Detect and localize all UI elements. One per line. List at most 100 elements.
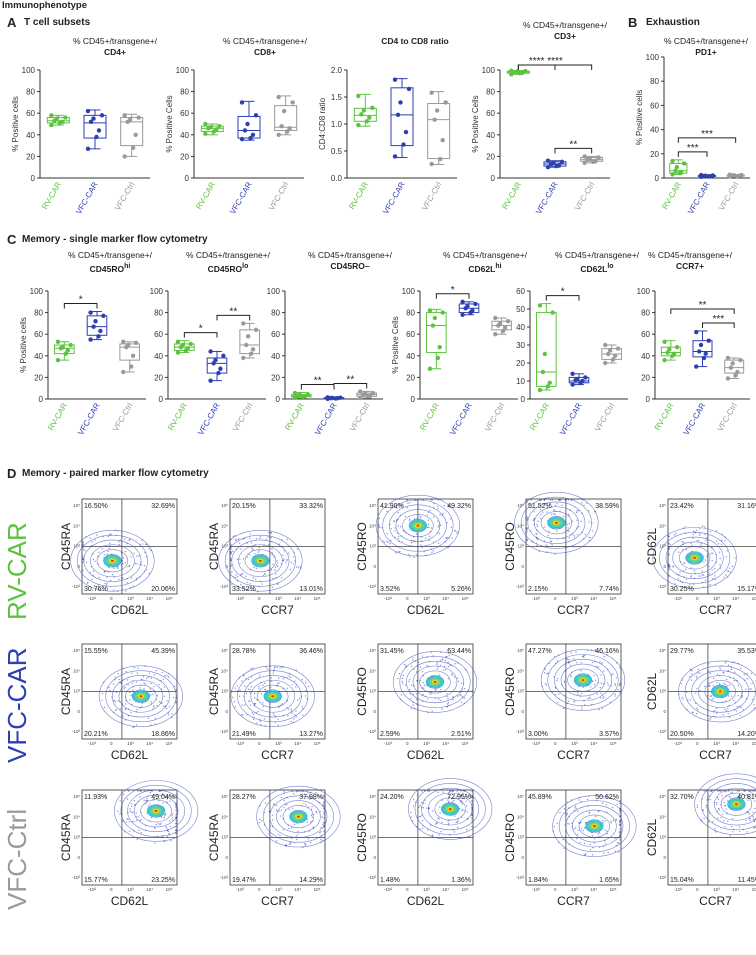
- event-dot: [160, 816, 163, 818]
- event-dot: [531, 540, 533, 542]
- event-dot: [236, 558, 239, 561]
- event-dot: [421, 814, 423, 816]
- y-tick-label: 0: [646, 395, 651, 404]
- event-dot: [320, 831, 322, 833]
- contour: [276, 800, 321, 833]
- event-dot: [723, 682, 725, 684]
- event-dot: [323, 811, 325, 813]
- event-dot: [706, 556, 709, 558]
- event-dot: [402, 529, 404, 532]
- x-tick-label: 10⁵: [610, 596, 617, 601]
- event-dot: [727, 820, 729, 822]
- event-dot: [135, 815, 137, 818]
- event-dot: [277, 833, 280, 835]
- x-tick-label: 0: [110, 596, 113, 601]
- event-dot: [106, 582, 108, 584]
- event-dot: [588, 697, 590, 699]
- event-dot: [157, 822, 160, 825]
- event-dot: [125, 700, 127, 702]
- event-dot: [582, 656, 585, 658]
- event-dot: [564, 812, 567, 815]
- event-dot: [429, 824, 432, 826]
- event-dot: [112, 711, 115, 714]
- event-dot: [722, 813, 724, 816]
- event-dot: [713, 801, 716, 804]
- contour: [434, 797, 466, 821]
- event-dot: [735, 679, 737, 682]
- event-dot: [143, 790, 145, 792]
- event-dot: [697, 791, 699, 793]
- event-dot: [701, 820, 703, 822]
- event-dot: [423, 802, 425, 805]
- event-dot: [295, 683, 298, 686]
- event-dot: [429, 530, 432, 533]
- event-dot: [246, 581, 249, 583]
- data-point: [710, 173, 715, 178]
- y-tick-label: 10⁴: [659, 668, 666, 673]
- event-dot: [382, 540, 384, 542]
- event-dot: [401, 541, 403, 543]
- event-dot: [124, 550, 127, 553]
- chart-title-prefix: % CD45+/transgene+/: [522, 20, 608, 30]
- event-dot: [614, 837, 616, 839]
- event-dot: [436, 668, 438, 670]
- event-dot: [679, 580, 682, 582]
- y-tick-label: 100: [637, 287, 651, 296]
- event-dot: [231, 550, 234, 552]
- event-dot: [427, 807, 430, 809]
- event-dot: [413, 556, 415, 558]
- event-dot: [461, 688, 463, 690]
- event-dot: [161, 836, 164, 838]
- event-dot: [588, 509, 590, 512]
- event-dot: [745, 697, 748, 700]
- sig-label: ***: [687, 143, 699, 154]
- event-dot: [286, 687, 289, 689]
- event-dot: [564, 824, 566, 826]
- event-dot: [468, 835, 471, 838]
- density-max: [555, 521, 558, 524]
- event-dot: [260, 723, 262, 726]
- event-dot: [262, 705, 264, 708]
- event-dot: [715, 530, 718, 532]
- event-dot: [448, 655, 450, 657]
- event-dot: [424, 799, 426, 801]
- y-tick-label: 0: [663, 564, 666, 569]
- event-dot: [239, 558, 241, 560]
- event-dot: [567, 513, 570, 516]
- data-point: [242, 128, 248, 133]
- event-dot: [141, 564, 143, 566]
- contour: [90, 544, 135, 578]
- event-dot: [438, 523, 441, 525]
- x-tick-label: 0: [696, 741, 699, 746]
- event-dot: [603, 655, 606, 658]
- event-dot: [699, 689, 701, 692]
- data-point: [606, 351, 611, 357]
- event-dot: [108, 547, 110, 549]
- event-dot: [119, 813, 121, 815]
- event-dot: [243, 673, 245, 676]
- y-tick-label: 10⁵: [517, 794, 524, 799]
- event-dot: [121, 714, 124, 717]
- data-point: [470, 308, 475, 313]
- event-dot: [117, 530, 119, 532]
- event-dot: [602, 802, 604, 804]
- data-point: [136, 115, 141, 120]
- box-VFC-CAR: [86, 315, 108, 336]
- data-point: [133, 132, 138, 137]
- event-dot: [141, 539, 143, 541]
- event-dot: [711, 698, 713, 701]
- x-tick-label: 10³: [713, 887, 720, 892]
- event-dot: [291, 827, 293, 829]
- event-dot: [538, 550, 541, 553]
- event-dot: [730, 668, 733, 671]
- event-dot: [715, 562, 717, 564]
- event-dot: [271, 835, 273, 838]
- event-dot: [175, 826, 177, 828]
- event-dot: [105, 545, 107, 548]
- event-dot: [581, 499, 584, 501]
- event-dot: [581, 706, 583, 708]
- event-dot: [526, 501, 528, 503]
- event-dot: [94, 560, 96, 562]
- event-dot: [553, 509, 555, 511]
- event-dot: [560, 499, 562, 501]
